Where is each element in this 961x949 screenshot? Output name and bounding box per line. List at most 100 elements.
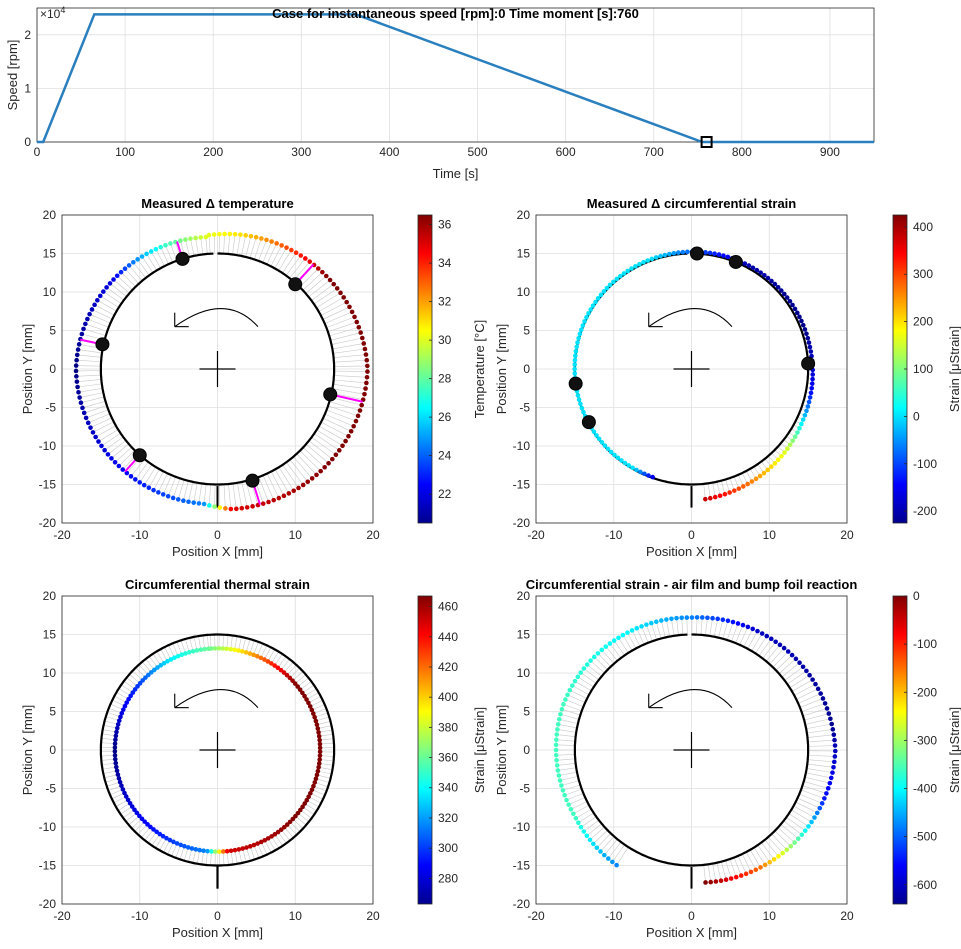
strip-point	[755, 628, 760, 634]
strip-point	[227, 231, 233, 237]
strip-point	[269, 834, 274, 839]
strip-point	[352, 314, 357, 320]
strip-point	[145, 822, 150, 827]
strip-point	[362, 391, 367, 397]
deflection-line	[751, 633, 763, 652]
strip-point	[135, 684, 140, 689]
deflection-line	[319, 755, 334, 757]
deflection-line	[258, 239, 267, 261]
strip-point	[749, 479, 755, 484]
deflection-line	[320, 421, 349, 437]
deflection-line	[631, 630, 641, 647]
x-tick-label: 20	[366, 528, 380, 542]
deflection-line	[777, 827, 795, 843]
strip-point	[572, 371, 578, 376]
strip-point	[745, 624, 751, 630]
strip-point	[792, 434, 798, 439]
strip-point	[795, 836, 801, 842]
strip-point	[748, 869, 754, 875]
strip-point	[353, 418, 359, 424]
deflection-line	[308, 440, 333, 460]
deflection-line	[315, 778, 330, 783]
strip-point	[807, 672, 812, 678]
strip-point	[186, 499, 191, 505]
deflection-line	[106, 781, 121, 787]
strip-point	[712, 251, 717, 256]
strip-point	[80, 405, 85, 411]
deflection-line	[209, 634, 212, 649]
x-tick-label: 10	[763, 909, 777, 923]
deflection-line	[319, 763, 334, 766]
deflection-line	[778, 658, 797, 674]
strip-point	[572, 357, 578, 363]
y-tick-label: 20	[517, 208, 531, 222]
x-axis-label: Time [s]	[433, 166, 479, 181]
colorbar	[417, 595, 433, 905]
strip-point	[272, 831, 278, 837]
deflection-line	[205, 851, 208, 865]
deflection-line	[159, 838, 167, 851]
deflection-line	[306, 692, 319, 700]
strip-point	[341, 295, 346, 300]
deflection-line	[190, 238, 195, 256]
x-tick-label: -20	[53, 528, 71, 542]
deflection-line	[299, 450, 321, 472]
strip-point	[578, 670, 584, 675]
deflection-line	[757, 844, 770, 863]
deflection-line	[561, 708, 581, 716]
strip-point	[708, 879, 714, 885]
strip-point	[193, 847, 199, 852]
strip-point	[363, 352, 369, 357]
strip-point	[304, 797, 310, 803]
strip-point	[775, 284, 781, 290]
exponent-base: ×10	[40, 7, 61, 21]
y-tick-label: 5	[523, 324, 530, 338]
exponent-power: 4	[60, 5, 65, 15]
strip-point	[81, 326, 86, 332]
deflection-line	[800, 789, 825, 799]
sensor-marker	[95, 337, 110, 352]
strip-point	[808, 390, 814, 396]
strip-point	[243, 233, 248, 238]
colorbar-label: Strain [μStrain]	[947, 707, 961, 793]
deflection-line	[78, 387, 103, 393]
deflection-line	[120, 271, 136, 287]
strip-point	[254, 654, 260, 659]
y-tick-label: -5	[45, 401, 56, 415]
strip-point	[205, 848, 210, 854]
strip-point	[314, 472, 319, 478]
deflection-line	[109, 789, 124, 796]
strip-point	[76, 342, 82, 347]
strip-point	[137, 681, 143, 686]
strip-point	[125, 797, 131, 803]
deflection-line	[729, 858, 737, 878]
strip-point	[298, 807, 303, 813]
strip-point	[74, 374, 79, 379]
deflection-line	[107, 712, 121, 718]
deflection-line	[310, 700, 323, 707]
strip-point	[266, 499, 271, 505]
strip-point	[573, 353, 578, 358]
strip-point	[344, 299, 349, 305]
strip-point	[116, 463, 122, 469]
strip-point	[602, 443, 608, 448]
strip-point	[189, 846, 195, 851]
strip-point	[175, 653, 181, 659]
deflection-line	[789, 674, 810, 689]
deflection-line	[558, 771, 578, 776]
strip-point	[808, 349, 814, 354]
y-tick-label: 20	[517, 589, 531, 603]
strip-point	[271, 497, 277, 503]
y-tick-label: 15	[43, 247, 57, 261]
strip-point	[607, 641, 613, 646]
deflection-line	[560, 713, 580, 720]
strip-point	[593, 299, 598, 305]
deflection-line	[144, 829, 154, 841]
strip-point	[112, 745, 118, 750]
deflection-line	[320, 301, 347, 316]
strip-point	[629, 628, 635, 633]
strip-point	[578, 327, 584, 332]
strip-point	[78, 400, 84, 406]
strip-point	[89, 307, 95, 312]
strip-point	[228, 506, 234, 512]
